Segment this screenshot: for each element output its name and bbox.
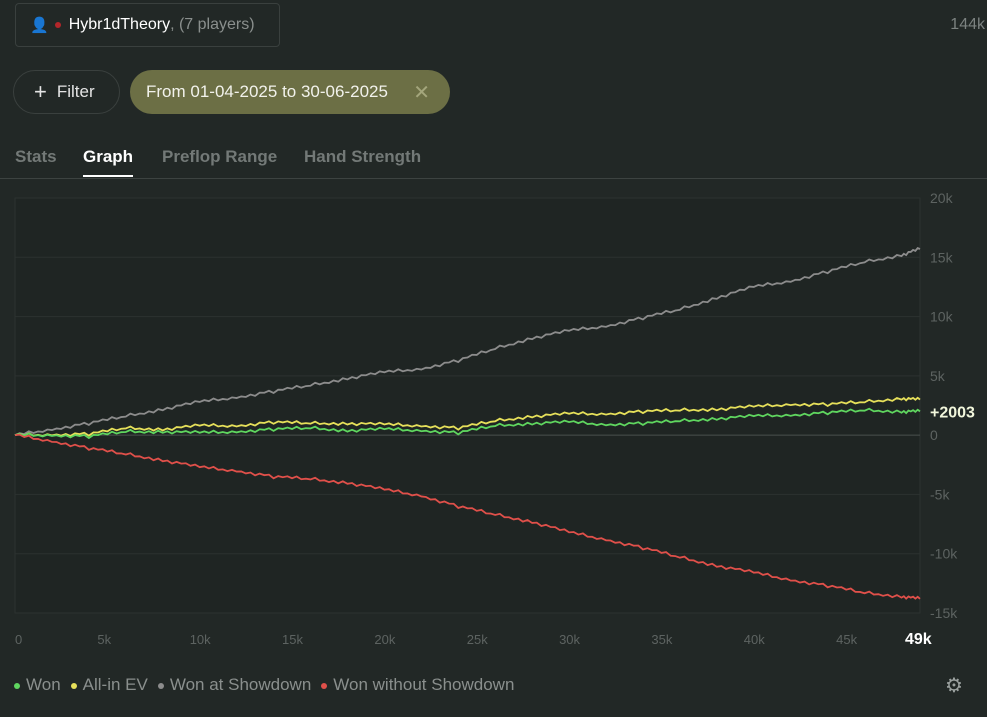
add-filter-button[interactable]: + Filter xyxy=(13,70,120,114)
legend-label: Won xyxy=(26,675,61,694)
legend-dot xyxy=(157,682,164,689)
series-line-all-in-ev xyxy=(14,396,921,437)
total-hands: 144k xyxy=(950,16,985,33)
legend-dot xyxy=(321,682,328,689)
x-tick-label: 30k xyxy=(559,632,580,647)
x-tick-label: 20k xyxy=(374,632,395,647)
date-range-label: From 01-04-2025 to 30-06-2025 xyxy=(146,82,388,101)
tab-preflop-range[interactable]: Preflop Range xyxy=(162,147,278,166)
legend: Won All-in EV Won at Showdown Won withou… xyxy=(14,675,514,695)
series-line-won xyxy=(14,407,921,440)
x-tick-label: 35k xyxy=(651,632,672,647)
tab-bar: Stats Graph Preflop Range Hand Strength xyxy=(0,145,987,179)
legend-won-at-showdown[interactable]: Won at Showdown xyxy=(157,675,312,695)
y-tick-label: 10k xyxy=(930,309,954,325)
x-tick-label: 15k xyxy=(282,632,303,647)
series-line-won-at-showdown xyxy=(14,246,921,436)
status-dot xyxy=(54,22,61,28)
y-tick-label: 15k xyxy=(930,249,954,265)
legend-won-without-showdown[interactable]: Won without Showdown xyxy=(321,675,514,695)
y-tick-label: 5k xyxy=(930,368,946,384)
y-tick-label: -5k xyxy=(930,486,950,502)
player-name: Hybr1dTheory xyxy=(68,16,171,33)
y-tick-label: 0 xyxy=(930,427,938,443)
player-count: , (7 players) xyxy=(170,16,255,33)
series-line-won-without-showdown xyxy=(14,433,921,600)
x-tick-label: 25k xyxy=(467,632,488,647)
y-tick-label: -10k xyxy=(930,546,958,562)
legend-allin-ev[interactable]: All-in EV xyxy=(70,675,148,695)
legend-label: Won without Showdown xyxy=(333,675,515,694)
legend-label: Won at Showdown xyxy=(169,675,312,694)
x-tick-label: 5k xyxy=(97,632,111,647)
legend-dot xyxy=(70,682,77,689)
filter-label: Filter xyxy=(56,82,95,101)
settings-gear-icon[interactable]: ⚙ xyxy=(945,675,963,697)
legend-label: All-in EV xyxy=(82,675,148,694)
tab-hand-strength[interactable]: Hand Strength xyxy=(304,147,422,166)
x-tick-label: 0 xyxy=(15,632,22,647)
end-value-label: +2003 xyxy=(930,404,975,421)
y-tick-label: -15k xyxy=(930,605,958,621)
x-tick-label: 40k xyxy=(744,632,765,647)
plus-icon: + xyxy=(34,79,47,104)
legend-won[interactable]: Won xyxy=(14,675,61,695)
date-range-filter[interactable]: From 01-04-2025 to 30-06-2025 ✕ xyxy=(130,70,450,114)
legend-dot xyxy=(14,682,20,689)
tab-graph[interactable]: Graph xyxy=(83,147,134,177)
player-selector[interactable]: 👤 Hybr1dTheory , (7 players) xyxy=(15,3,280,47)
x-tick-label: 45k xyxy=(836,632,857,647)
players-icon: 👤 xyxy=(30,17,49,34)
tab-stats[interactable]: Stats xyxy=(15,147,57,166)
close-icon[interactable]: ✕ xyxy=(413,81,430,104)
y-tick-label: 20k xyxy=(930,190,954,206)
x-end-label: 49k xyxy=(905,631,932,648)
x-tick-label: 10k xyxy=(190,632,211,647)
